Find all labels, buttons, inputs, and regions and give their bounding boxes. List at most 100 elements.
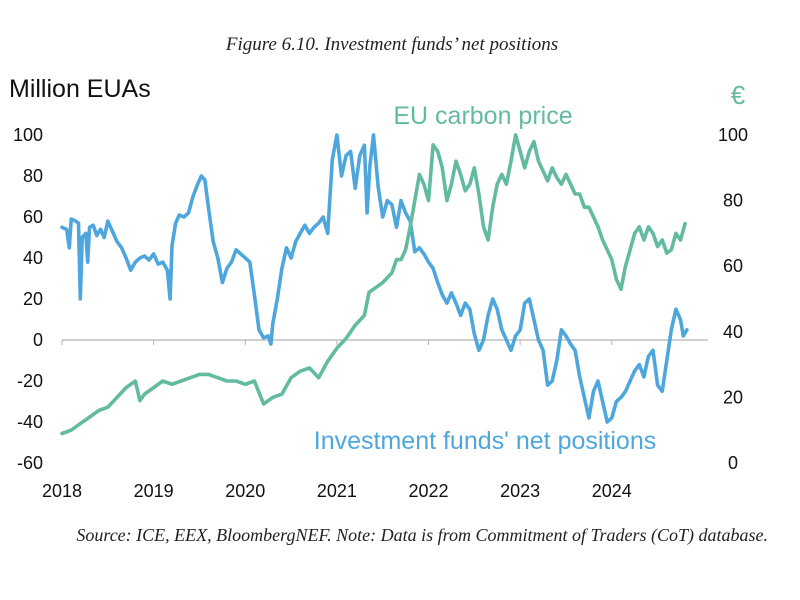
- positions-series-point: [670, 329, 672, 331]
- positions-series-point: [183, 216, 185, 218]
- positions-series-point: [432, 267, 434, 269]
- price-series-point: [602, 239, 604, 241]
- positions-series-point: [560, 329, 563, 331]
- positions-series-point: [359, 154, 361, 157]
- positions-series-point: [171, 245, 173, 247]
- positions-series-point: [579, 376, 581, 378]
- x-tick-label: 2022: [409, 481, 449, 501]
- price-series-point: [533, 141, 535, 143]
- chart-axes: [61, 339, 708, 345]
- price-series-point: [318, 377, 320, 379]
- positions-series-point: [382, 216, 384, 218]
- price-series-point: [363, 314, 365, 316]
- positions-series-point: [634, 370, 636, 372]
- positions-series-point: [369, 165, 371, 167]
- price-series-point: [556, 177, 558, 179]
- positions-series-point: [258, 329, 260, 331]
- price-series-point: [382, 282, 384, 284]
- positions-series-point: [583, 396, 585, 398]
- positions-series-point: [322, 216, 324, 218]
- positions-series-point: [276, 298, 278, 300]
- price-series-point: [409, 226, 411, 228]
- positions-series-point: [327, 232, 329, 234]
- positions-series-point: [88, 226, 91, 228]
- positions-series-point: [350, 150, 352, 152]
- positions-series-point: [208, 208, 210, 210]
- right-axis-title: €: [731, 80, 746, 110]
- price-series-point: [528, 150, 530, 152]
- price-series-point: [460, 173, 462, 175]
- price-series-point: [244, 383, 246, 385]
- price-series-point: [418, 173, 420, 175]
- positions-series-point: [197, 183, 199, 185]
- price-series-point: [652, 232, 654, 234]
- price-series-point: [542, 170, 544, 172]
- price-series-point: [560, 183, 563, 185]
- price-series-point: [437, 150, 439, 152]
- positions-series-point: [116, 241, 118, 243]
- positions-series-point: [661, 390, 663, 392]
- positions-series-point: [505, 339, 507, 341]
- price-series-point: [116, 396, 118, 398]
- price-series-point: [107, 406, 109, 408]
- price-series-point: [579, 193, 581, 195]
- positions-series-point: [418, 247, 420, 249]
- price-series-point: [427, 200, 430, 202]
- x-tick-label: 2021: [317, 481, 357, 501]
- y-left-tick-label: 40: [23, 248, 43, 268]
- price-series-point: [180, 380, 182, 382]
- price-series-point: [611, 259, 613, 261]
- price-series-point: [684, 223, 686, 225]
- positions-series-point: [103, 236, 105, 239]
- price-series-point: [372, 288, 375, 290]
- positions-series-point: [427, 261, 430, 263]
- positions-series-point: [217, 257, 219, 259]
- price-series-point: [524, 167, 526, 169]
- y-right-tick-label: 100: [718, 125, 748, 145]
- positions-series-point: [537, 339, 540, 341]
- positions-series-point: [96, 234, 98, 237]
- price-series-line: [60, 133, 687, 436]
- y-right-tick-label: 60: [723, 256, 743, 276]
- price-series-point: [565, 173, 567, 175]
- price-series-point: [217, 377, 219, 379]
- positions-series-point: [121, 247, 123, 249]
- price-series-point: [327, 360, 329, 362]
- price-series-point: [638, 226, 640, 228]
- positions-series-point: [162, 261, 164, 263]
- positions-series-point: [130, 269, 132, 271]
- positions-series-point: [437, 282, 439, 284]
- price-series-point: [414, 200, 416, 202]
- price-series-point: [588, 206, 590, 208]
- price-series-point: [551, 167, 553, 169]
- price-series-point: [570, 183, 572, 185]
- positions-series-point: [629, 380, 631, 382]
- y-right-tick-label: 20: [723, 387, 743, 407]
- positions-series-point: [469, 308, 471, 310]
- positions-series-point: [77, 222, 80, 224]
- price-series-point: [345, 337, 347, 339]
- price-series-point: [505, 183, 507, 185]
- positions-series-point: [519, 329, 521, 331]
- positions-series-point: [455, 302, 457, 304]
- x-tick-label: 2020: [225, 481, 265, 501]
- positions-series: [60, 133, 689, 424]
- source-caption: Source: ICE, EEX, BloombergNEF. Note: Da…: [76, 525, 768, 545]
- positions-series-point: [134, 261, 136, 263]
- price-series-point: [464, 190, 466, 192]
- positions-series-point: [675, 308, 677, 310]
- positions-series-point: [290, 257, 292, 259]
- positions-series-point: [313, 226, 315, 228]
- price-series-point: [299, 370, 301, 372]
- positions-series-point: [556, 359, 558, 362]
- y-left-tick-label: -40: [17, 412, 43, 432]
- positions-series-point: [85, 232, 87, 234]
- y-left-tick-label: 60: [23, 207, 43, 227]
- positions-series-point: [272, 323, 274, 325]
- positions-series-point: [620, 396, 622, 398]
- price-series-point: [643, 239, 645, 241]
- positions-series-point: [212, 241, 214, 243]
- price-series-point: [469, 183, 471, 185]
- price-series-point: [354, 324, 356, 326]
- price-series-point: [583, 206, 585, 208]
